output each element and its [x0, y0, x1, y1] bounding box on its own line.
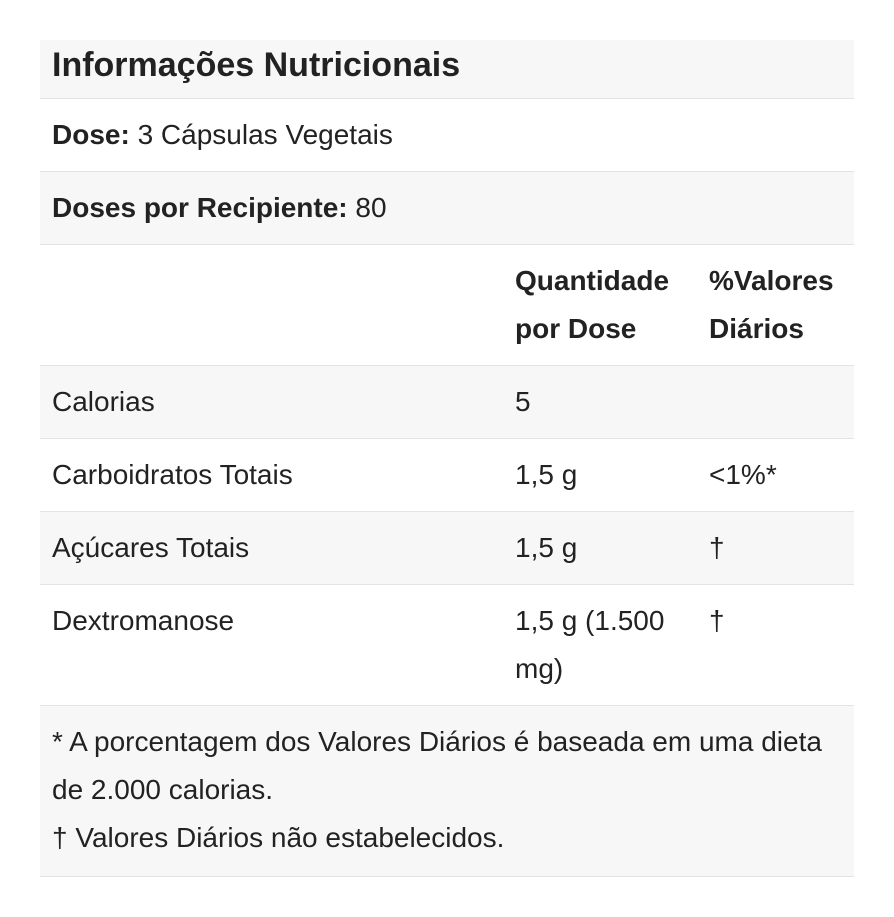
nutrient-name: Carboidratos Totais: [40, 438, 503, 512]
nutrient-amount: 1,5 g (1.500 mg): [503, 584, 697, 706]
serving-row: Dose: 3 Cápsulas Vegetais: [40, 98, 855, 172]
nutrient-amount: 5: [503, 365, 697, 439]
nutrient-name: Açúcares Totais: [40, 511, 503, 585]
nutrient-row: Dextromanose 1,5 g (1.500 mg) †: [40, 584, 855, 706]
title-row: Informações Nutricionais: [40, 40, 855, 99]
column-header: Quantidade por Dose: [503, 244, 697, 366]
nutrient-dv: †: [697, 584, 855, 706]
footnote-row: * A porcentagem dos Valores Diários é ba…: [40, 705, 855, 877]
footnote: † Valores Diários não estabelecidos.: [52, 822, 505, 853]
serving-label: Dose:: [52, 119, 130, 150]
footnotes: * A porcentagem dos Valores Diários é ba…: [40, 705, 855, 877]
nutrient-dv: †: [697, 511, 855, 585]
header-row: Quantidade por Dose %Valores Diários: [40, 244, 855, 366]
column-header: %Valores Diários: [697, 244, 855, 366]
title: Informações Nutricionais: [40, 40, 855, 99]
nutrient-row: Açúcares Totais 1,5 g †: [40, 511, 855, 585]
footnote: * A porcentagem dos Valores Diários é ba…: [52, 726, 822, 805]
nutrient-row: Carboidratos Totais 1,5 g <1%*: [40, 438, 855, 512]
nutrient-row: Calorias 5: [40, 365, 855, 439]
serving-value: 3 Cápsulas Vegetais: [137, 119, 393, 150]
nutrient-amount: 1,5 g: [503, 511, 697, 585]
nutrient-name: Dextromanose: [40, 584, 503, 706]
servings-row: Doses por Recipiente: 80: [40, 171, 855, 245]
nutrition-table: Informações Nutricionais Dose: 3 Cápsula…: [40, 40, 855, 877]
nutrient-dv-empty: [697, 365, 855, 439]
nutrient-name: Calorias: [40, 365, 503, 439]
nutrition-panel: Informações Nutricionais Dose: 3 Cápsula…: [40, 40, 855, 877]
nutrient-amount: 1,5 g: [503, 438, 697, 512]
servings-label: Doses por Recipiente:: [52, 192, 348, 223]
nutrient-dv: <1%*: [697, 438, 855, 512]
servings-value: 80: [355, 192, 387, 223]
